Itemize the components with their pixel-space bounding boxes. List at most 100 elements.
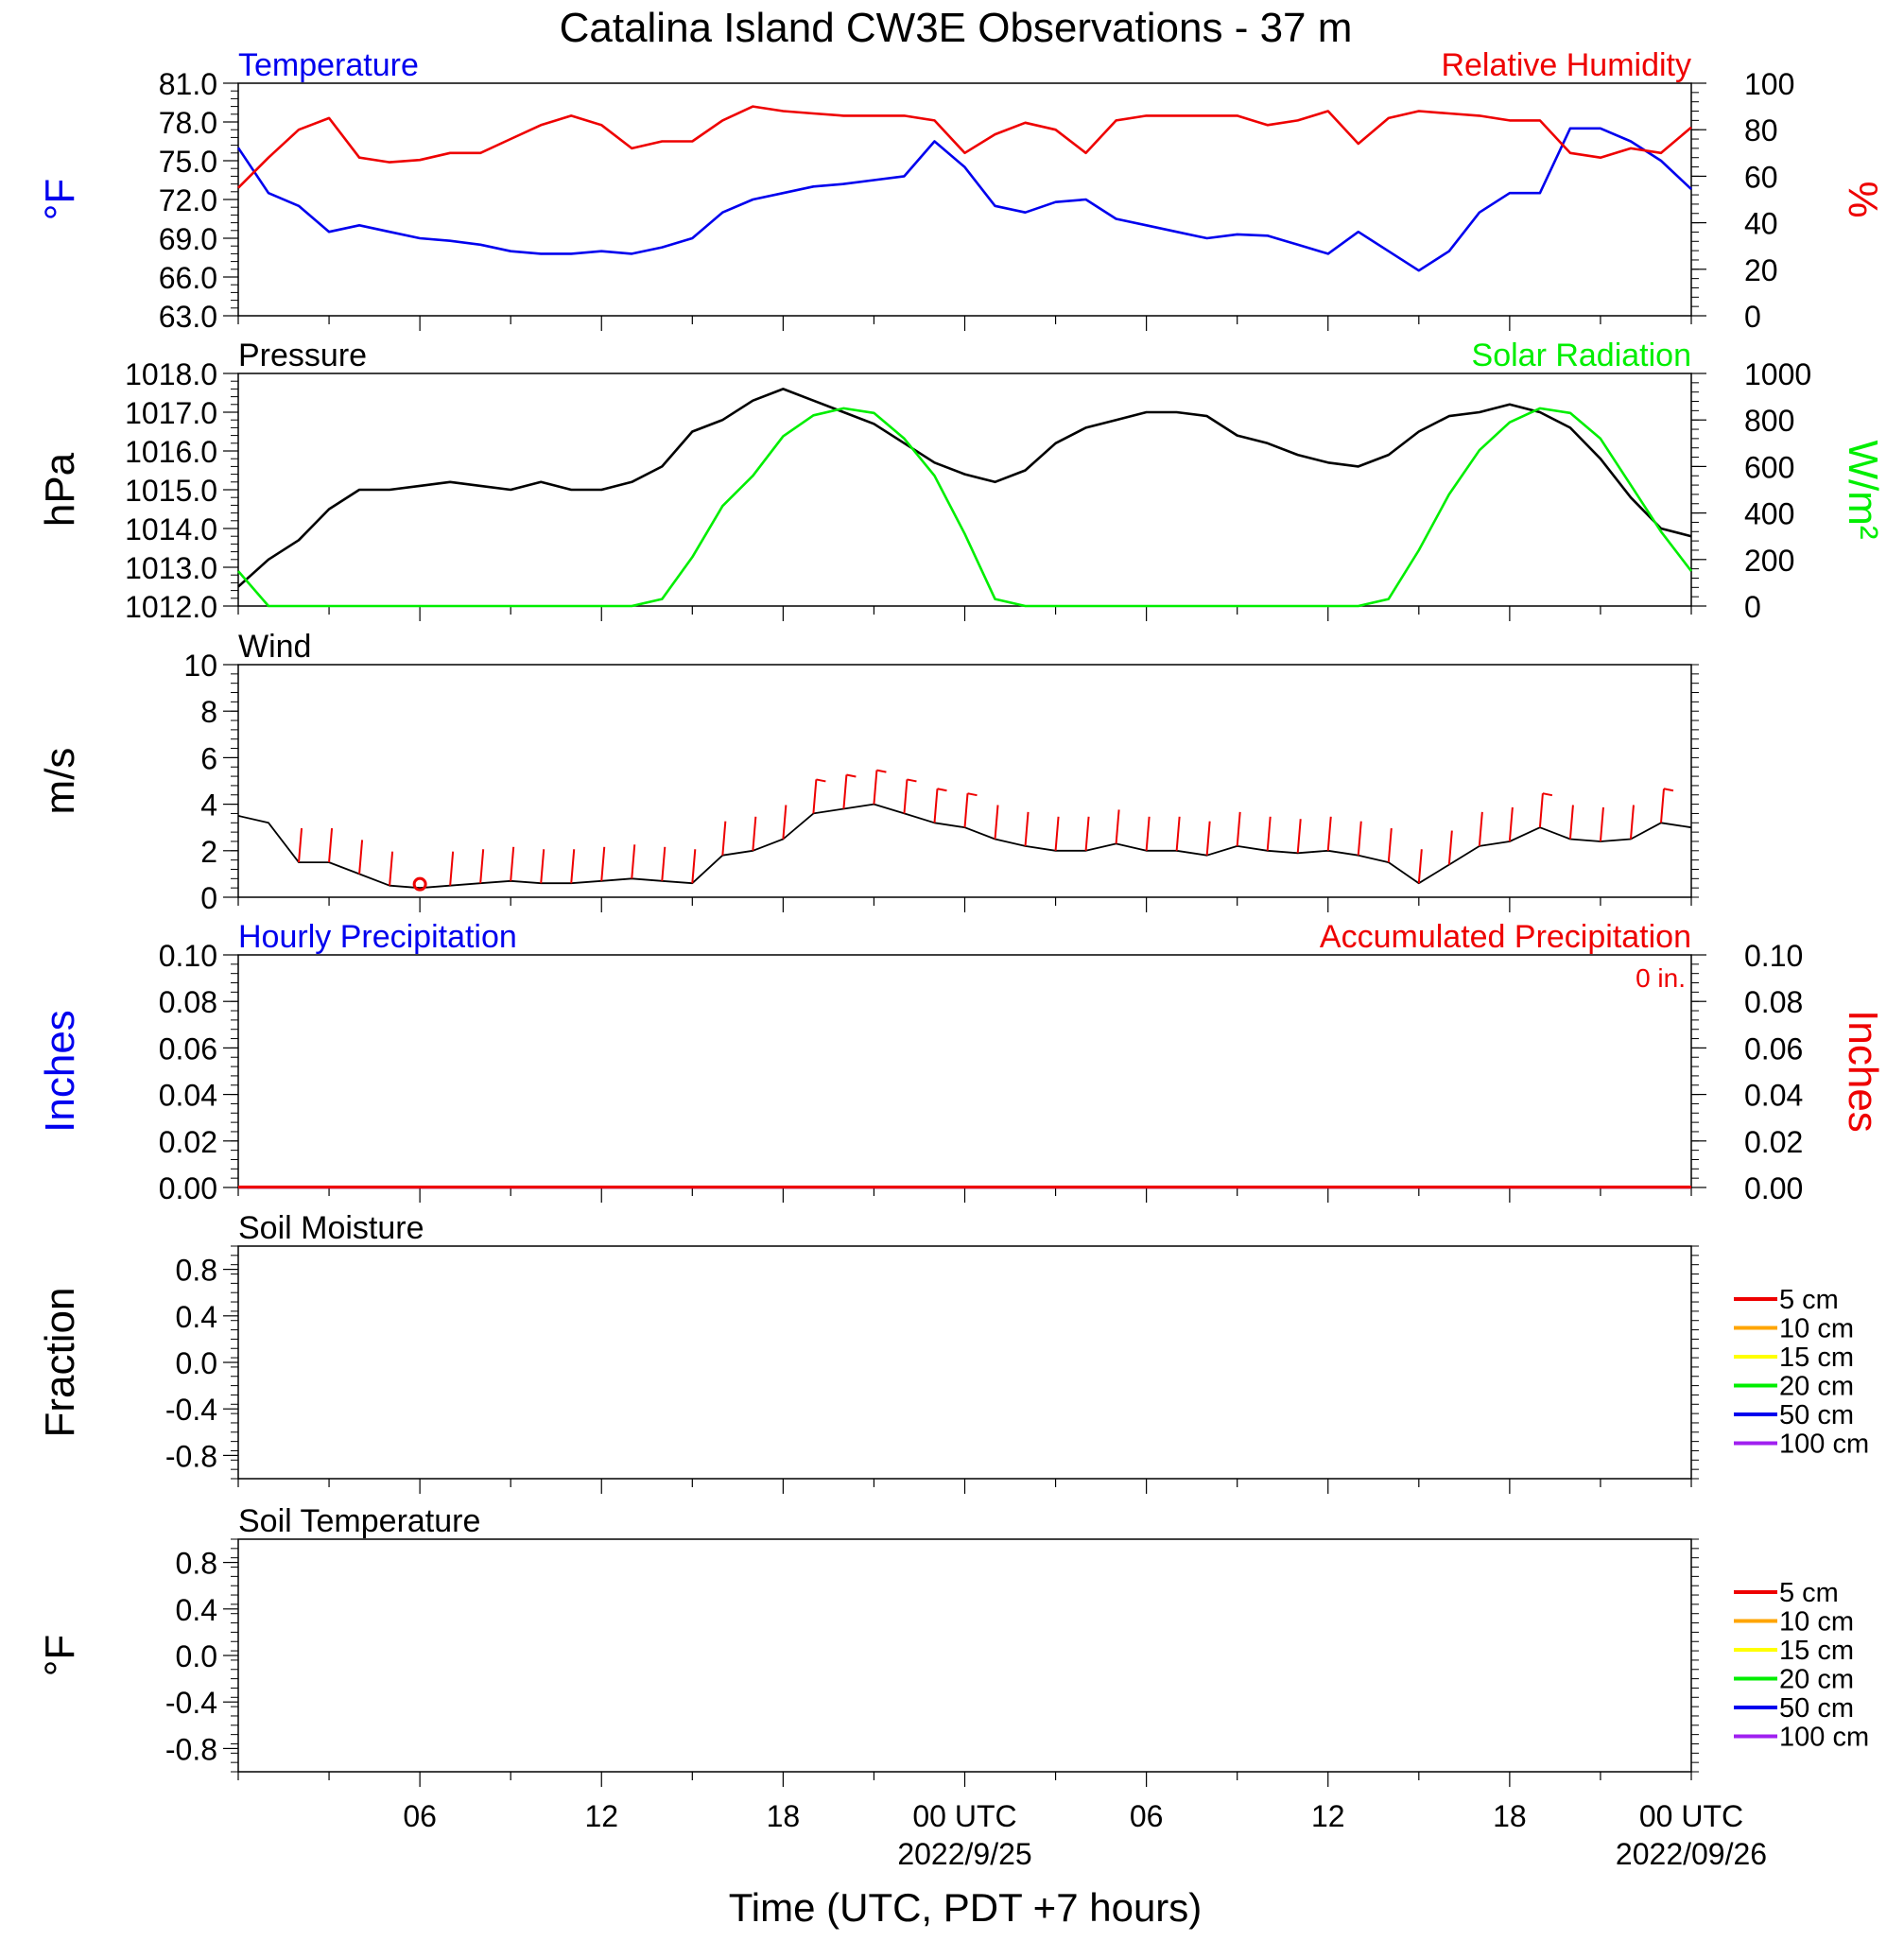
wind-barb-flag [937,788,947,792]
wind-barb [1357,821,1362,856]
plot-frame [237,1538,1692,1773]
y-tick-label-right: 80 [1744,113,1778,147]
legend-label: 10 cm [1779,1314,1854,1344]
y-tick-label-left: 1014.0 [125,512,217,546]
wind-barb [1054,816,1060,851]
y-tick-label-left: 1018.0 [125,357,217,391]
y-tick-label-left: 0.8 [176,1254,217,1288]
y-axis-label-left: m/s [37,748,83,815]
panel-pressure_solar: 1018.0 1017.0 1016.0 1015.0 1014.0 1013.0 1012… [37,338,1886,624]
wind-barb [1447,830,1453,865]
wind-barb-flag [907,778,917,783]
wind-barb [691,849,697,884]
plot-frame [237,664,1692,898]
wind-barb [1266,816,1272,851]
y-axis-label-left: °F [37,179,83,220]
wind-barb-flag [816,778,826,783]
wind-barb [1296,819,1302,854]
wind-barb [600,846,606,881]
y-axis-label-left: °F [37,1635,83,1676]
wind-barb [570,849,576,884]
wind-barb [1175,816,1181,851]
y-tick-label-right: 100 [1744,67,1794,101]
figure-title: Catalina Island CW3E Observations - 37 m [560,5,1353,51]
wind-barb [631,844,636,879]
y-tick-label-left: 0.00 [159,1171,217,1205]
x-tick-label: 00 UTC [912,1799,1016,1833]
legend-label: 5 cm [1779,1578,1839,1608]
wind-barb [510,846,515,881]
y-tick-label-left: 1013.0 [125,551,217,585]
y-tick-label-right: 600 [1744,450,1794,484]
y-tick-label-right: 20 [1744,253,1778,287]
x-tick-label: 18 [1493,1799,1527,1833]
wind-barb [1115,809,1120,844]
wind-barb-flag [1663,788,1674,792]
wind-barb [1326,816,1332,851]
series-line-1 [237,407,1693,608]
y-tick-label-left: -0.4 [165,1393,217,1427]
wind-barb [1084,816,1090,851]
y-tick-label-left: 63.0 [159,300,217,334]
wind-barb-flag [967,792,978,797]
panel-title-right: Relative Humidity [1441,47,1691,83]
y-tick-label-left: 0.02 [159,1125,217,1159]
wind-barb [1568,805,1574,840]
wind-barb [782,805,788,840]
y-tick-label-right: 0 [1744,300,1761,334]
y-axis-label-right: % [1840,181,1886,217]
x-tick-label: 12 [584,1799,618,1833]
legend-label: 20 cm [1779,1372,1854,1402]
wind-barb [1508,806,1514,842]
x-tick-date-label: 2022/9/25 [897,1837,1031,1871]
y-tick-label-left: 0.4 [176,1300,217,1334]
wind-barb [994,805,999,840]
y-tick-label-left: 1016.0 [125,435,217,469]
legend-label: 10 cm [1779,1607,1854,1638]
y-tick-label-left: 0.10 [159,939,217,973]
panels: 81.078.075.072.069.066.063.0100806040200… [37,47,1886,1787]
wind-barb [1236,811,1241,846]
panel-title-left: Soil Moisture [238,1210,424,1246]
wind-barb [1629,805,1635,840]
y-tick-label-left: 2 [200,835,217,869]
y-tick-label-left: 0.4 [176,1593,217,1627]
series-line-0 [237,388,1692,588]
panel-precipitation: 0.10 0.08 0.06 0.04 0.02 0.00 0.10 0.08 0.06 0.04… [37,919,1886,1205]
wind-barb [721,821,727,856]
y-tick-label-left: 72.0 [159,183,217,217]
x-tick-label: 00 UTC [1639,1799,1743,1833]
panel-temperature_humidity: 81.0 78.0 75.0 72.0 69.0 66.0 63.0 100 80 60 40 20 0… [37,47,1886,334]
wind-barb [963,793,969,828]
y-tick-label-right: 0.02 [1744,1125,1803,1159]
y-tick-label-left: 66.0 [159,261,217,295]
wind-barb [842,774,848,809]
series-line-1 [237,105,1692,189]
wind-barb [661,846,666,881]
y-tick-label-left: 0.0 [176,1346,217,1380]
y-tick-label-left: 1015.0 [125,474,217,508]
y-tick-label-right: 800 [1744,404,1794,438]
y-tick-label-right: 0.06 [1744,1031,1803,1066]
wind-barb [358,840,364,875]
wind-barb [752,816,757,851]
wind-barb [1478,811,1483,846]
panel-soil_moisture: 0.8 0.4 0.0 -0.4 -0.8 Soil Moisture Fraction 5 … [37,1210,1869,1494]
panel-wind: 10 8 6 4 2 0 Wind m/s [37,629,1699,915]
wind-barb [1387,828,1393,863]
wind-barb-flag [846,773,857,778]
panel-title-right: Accumulated Precipitation [1320,919,1691,955]
plot-frame [237,954,1692,1188]
y-tick-label-left: 0.06 [159,1031,217,1066]
y-axis-label-left: Fraction [37,1288,83,1438]
legend-label: 20 cm [1779,1665,1854,1695]
y-tick-label-left: 6 [200,741,217,775]
y-tick-label-right: 200 [1744,544,1794,578]
legend-label: 100 cm [1779,1430,1869,1460]
legend-label: 15 cm [1779,1343,1854,1373]
plot-frame [237,1245,1692,1480]
y-tick-label-left: -0.8 [165,1732,217,1766]
y-tick-label-left: 1012.0 [125,590,217,624]
